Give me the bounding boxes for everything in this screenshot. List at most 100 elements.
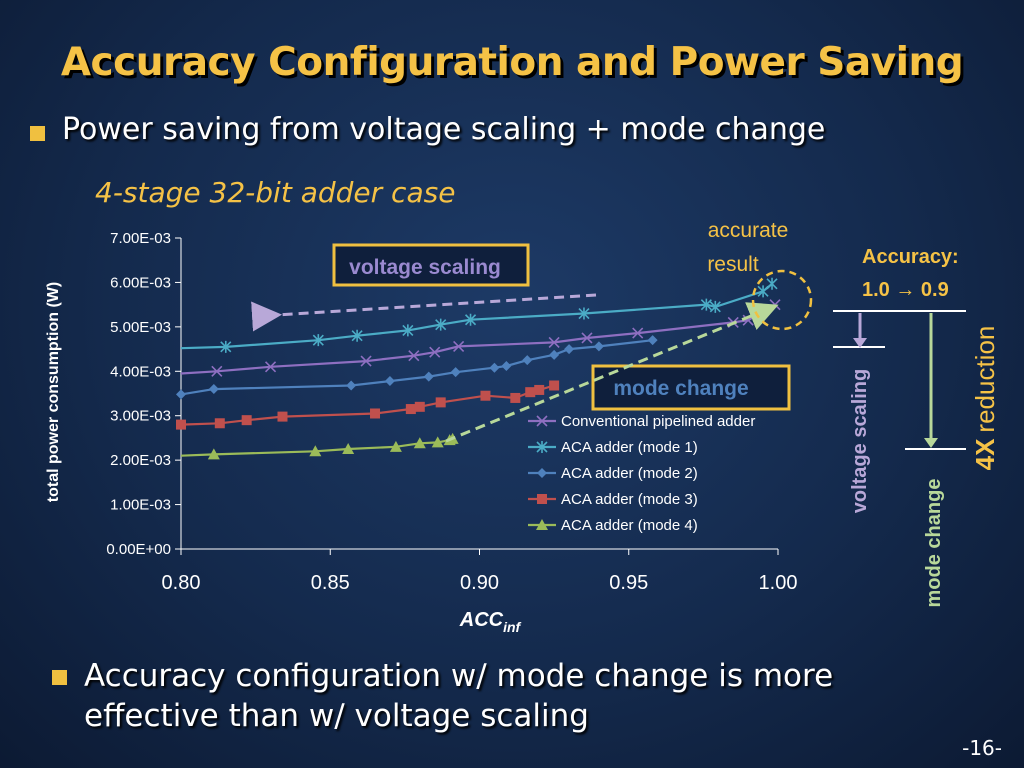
y-tick-label: 2.00E-03 [110,452,171,469]
data-point-marker [214,418,225,429]
series-4 [176,380,560,430]
data-point-marker [351,329,363,342]
mode-change-vertical-label: mode change [923,479,945,608]
series-line [180,303,776,375]
data-point-marker [536,441,548,453]
bullet-text: Power saving from voltage scaling + mode… [62,112,826,147]
data-point-marker [534,384,545,395]
data-point-marker [769,299,781,311]
voltage-scaling-box [332,243,530,287]
data-point-marker [537,494,547,504]
data-point-marker [312,334,324,347]
chart-subtitle: 4-stage 32-bit adder case [95,176,456,209]
data-point-marker [208,384,219,395]
data-point-marker [429,346,441,358]
data-point-marker [435,318,447,331]
bullet-line-2: effective than w/ voltage scaling [84,698,589,734]
data-point-marker [632,327,644,339]
mode-change-box [591,364,791,411]
data-point-marker [220,340,232,353]
page-number: -16- [962,736,1002,760]
data-point-marker [536,519,548,530]
data-point-marker [408,350,420,362]
legend-item: ACA adder (mode 1) [528,439,698,456]
data-point-marker [405,404,416,415]
voltage-scaling-vertical-label: voltage scaling [849,369,871,514]
data-point-marker [431,436,444,448]
data-point-marker [435,397,446,408]
y-tick-label: 5.00E-03 [110,319,171,336]
data-point-marker [342,443,355,455]
data-point-marker [241,415,252,426]
reduction-label: 4X reduction [970,326,1000,471]
x-tick-label: 0.95 [609,572,648,594]
series-3 [176,335,658,400]
y-tick-label: 4.00E-03 [110,363,171,380]
series-2 [180,277,778,353]
data-point-marker [464,313,477,326]
series-layer [176,277,781,460]
x-tick-label: 0.80 [162,572,201,594]
data-point-marker [549,380,560,391]
data-point-marker [264,361,277,373]
bullet-line-1: Accuracy configuration w/ mode change is… [84,658,834,694]
legend-label: Conventional pipelined adder [561,413,755,430]
data-point-marker [537,468,547,478]
data-point-marker [525,387,536,398]
data-point-marker [700,298,712,311]
accuracy-label: Accuracy: [862,246,959,268]
data-point-marker [578,307,590,320]
data-point-marker [360,355,372,367]
data-point-marker [414,401,425,412]
reduction-word: reduction [970,326,1000,433]
data-point-marker [309,445,322,457]
slide-title: Accuracy Configuration and Power Saving [60,40,964,85]
y-tick-label: 7.00E-03 [110,230,171,247]
voltage-scaling-arrow [251,293,597,332]
y-tick-label: 0.00E+00 [106,541,171,558]
data-point-marker [647,335,658,346]
data-point-marker [211,365,223,377]
data-point-marker [176,389,186,400]
y-tick-label: 1.00E-03 [110,497,171,514]
data-point-marker [402,324,414,337]
legend-label: ACA adder (mode 3) [561,491,698,508]
data-point-marker [423,371,434,382]
voltage-scaling-box-label: voltage scaling [349,256,501,279]
data-point-marker [536,415,548,427]
series-5 [180,432,459,460]
data-point-marker [207,448,220,460]
data-point-marker [766,277,778,290]
bullet-square-icon [52,670,67,685]
data-point-marker [480,390,491,401]
data-point-marker [501,360,512,371]
x-axis-label: ACCinf [459,609,522,635]
legend-item: Conventional pipelined adder [528,413,755,430]
data-point-marker [389,440,402,452]
data-point-marker [522,355,533,366]
mode-change-arrow [445,302,779,443]
accuracy-range: 1.0 → 0.9 [862,279,949,301]
y-tick-label: 3.00E-03 [110,408,171,425]
vs-arrow-head-icon [853,338,867,348]
data-point-marker [757,285,769,298]
legend-label: ACA adder (mode 4) [561,517,698,534]
bullet-conclusion: Accuracy configuration w/ mode change is… [52,656,834,736]
legend-label: ACA adder (mode 1) [561,439,698,456]
series-line [180,282,773,350]
x-axis-label-sub: inf [503,619,521,635]
data-point-marker [413,437,426,449]
accurate-label-line2: result [707,253,759,276]
y-axis-label: total power consumption (W) [45,282,62,502]
data-point-marker [450,367,461,378]
x-tick-label: 1.00 [759,572,798,594]
data-point-marker [277,411,288,422]
data-point-marker [709,300,721,313]
data-point-marker [564,344,575,355]
bullet-power-saving: Power saving from voltage scaling + mode… [30,112,826,147]
data-point-marker [176,419,186,430]
reduction-factor: 4X [970,438,1000,470]
accurate-label-line1: accurate [708,219,789,242]
data-point-marker [549,349,560,360]
